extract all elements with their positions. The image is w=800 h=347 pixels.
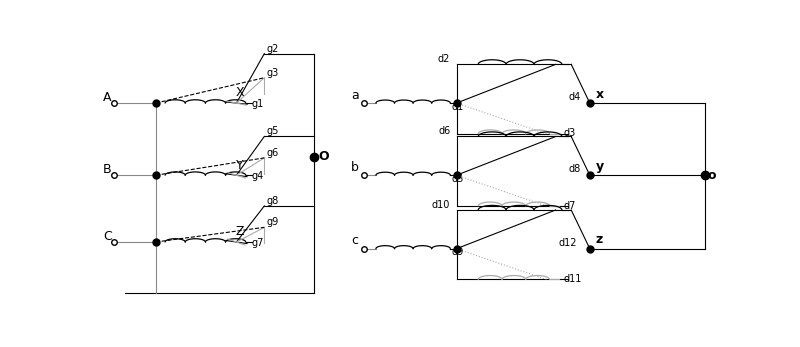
Text: z: z	[596, 234, 603, 246]
Text: A: A	[103, 91, 111, 104]
Text: y: y	[596, 160, 604, 173]
Text: g4: g4	[252, 171, 264, 181]
Text: o: o	[708, 169, 716, 182]
Text: x: x	[596, 88, 604, 101]
Text: d6: d6	[438, 126, 450, 136]
Text: d10: d10	[432, 200, 450, 210]
Text: d1: d1	[451, 102, 464, 112]
Text: O: O	[319, 150, 330, 163]
Text: B: B	[103, 163, 112, 176]
Text: a: a	[351, 88, 359, 102]
Text: d8: d8	[568, 164, 581, 174]
Text: g9: g9	[266, 217, 278, 227]
Text: d5: d5	[451, 174, 464, 184]
Text: g1: g1	[252, 99, 264, 109]
Text: d4: d4	[568, 92, 581, 102]
Text: X: X	[235, 86, 244, 99]
Text: d12: d12	[559, 237, 578, 247]
Text: g5: g5	[266, 126, 278, 136]
Text: g7: g7	[252, 238, 264, 248]
Text: Y: Y	[236, 159, 243, 171]
Text: Z: Z	[235, 225, 244, 238]
Text: d3: d3	[564, 128, 576, 138]
Text: c: c	[351, 234, 358, 247]
Text: d2: d2	[438, 54, 450, 64]
Text: d11: d11	[564, 274, 582, 284]
Text: C: C	[103, 230, 112, 243]
Text: d9: d9	[451, 247, 464, 257]
Text: g6: g6	[266, 148, 278, 158]
Text: g8: g8	[266, 196, 278, 206]
Text: g3: g3	[266, 68, 278, 78]
Text: d7: d7	[564, 201, 576, 211]
Text: g2: g2	[266, 43, 278, 53]
Text: b: b	[351, 161, 359, 174]
